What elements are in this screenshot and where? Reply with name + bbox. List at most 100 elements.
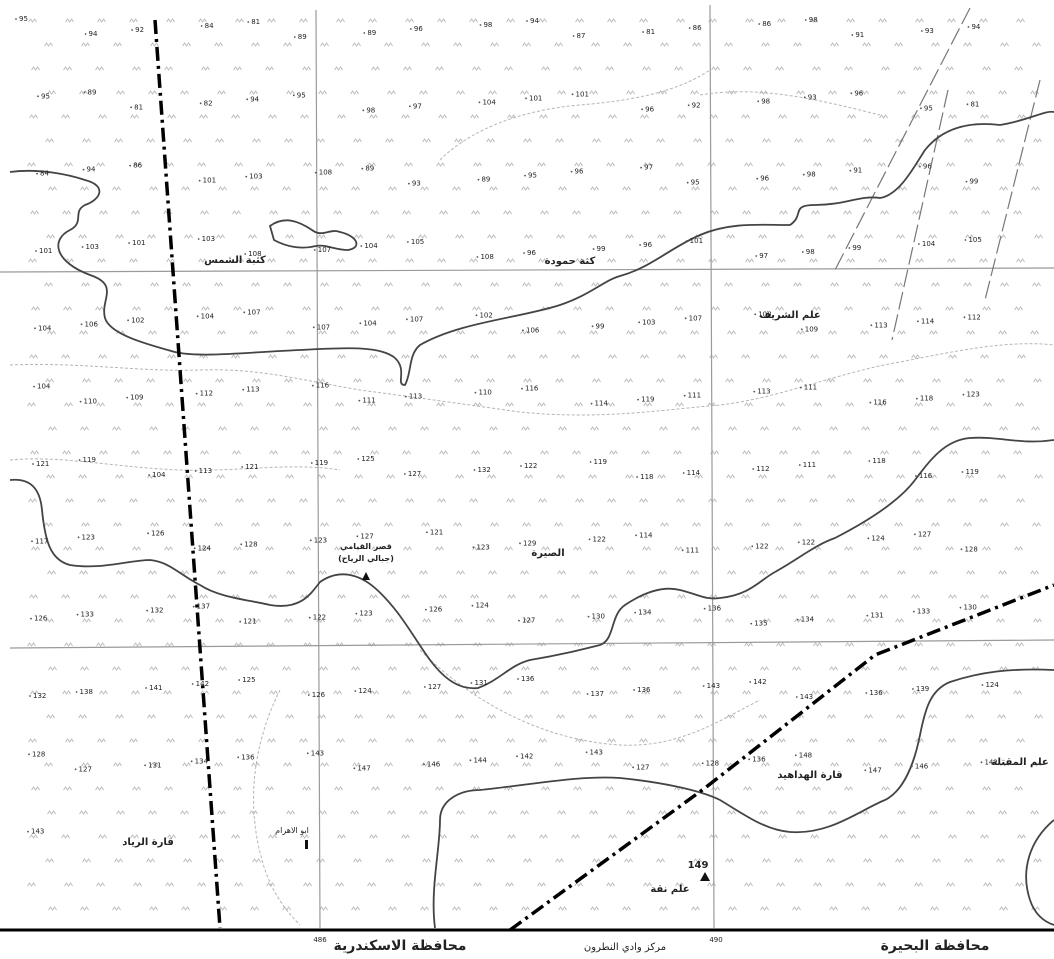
elevation-label: 107 (317, 323, 330, 331)
vegetation-icon (335, 162, 344, 167)
vegetation-icon (164, 546, 173, 551)
vegetation-icon (371, 786, 380, 791)
vegetation-icon (456, 330, 465, 335)
vegetation-icon (133, 882, 142, 887)
vegetation-icon (166, 18, 175, 23)
vegetation-icon (998, 570, 1007, 575)
vegetation-icon (233, 306, 242, 311)
vegetation-icon (233, 66, 242, 71)
vegetation-icon (877, 882, 886, 887)
vegetation-icon (623, 282, 632, 287)
elevation-dot (192, 605, 195, 608)
elevation-dot (358, 399, 361, 402)
elevation-label: 102 (131, 316, 144, 324)
vegetation-icon (624, 618, 633, 623)
elevation-dot (869, 401, 872, 404)
elevation-dot (572, 35, 575, 37)
vegetation-icon (99, 210, 108, 215)
elevation-label: 105 (968, 236, 981, 244)
vegetation-icon (78, 714, 87, 719)
vegetation-icon (761, 762, 770, 767)
elevation-label: 104 (38, 324, 52, 332)
vegetation-icon (915, 258, 924, 263)
vegetation-icon (367, 162, 376, 167)
vegetation-icon (945, 66, 954, 71)
vegetation-icon (860, 570, 869, 575)
tracks (834, 7, 1041, 341)
vegetation-icon (130, 594, 139, 599)
vegetation-icon (575, 18, 584, 23)
vegetation-icon (337, 594, 346, 599)
vegetation-icon (964, 618, 973, 623)
elevation-label: 104 (364, 242, 378, 250)
elevation-dot (363, 32, 366, 34)
vegetation-icon (691, 906, 700, 911)
vegetation-icon (999, 906, 1008, 911)
vegetation-icon (862, 282, 871, 287)
vegetation-icon (691, 666, 700, 671)
elevation-label: 114 (687, 469, 701, 477)
vegetation-icon (777, 18, 786, 23)
vegetation-icon (319, 906, 328, 911)
elevation-label: 110 (478, 389, 491, 397)
vegetation-icon (1033, 618, 1042, 623)
vegetation-icon (488, 570, 497, 575)
vegetation-icon (486, 138, 495, 143)
vegetation-icon (724, 522, 733, 527)
elevation-label: 137 (591, 690, 604, 698)
vegetation-icon (948, 594, 957, 599)
elevation-dot (755, 255, 758, 257)
vegetation-icon (998, 810, 1007, 815)
vegetation-icon (1013, 450, 1022, 455)
vegetation-icon (928, 474, 937, 479)
vegetation-icon (422, 618, 431, 623)
elevation-dot (590, 402, 593, 405)
vegetation-icon (234, 402, 243, 407)
elevation-dot (361, 167, 364, 170)
vegetation-icon (726, 234, 735, 239)
elevation-dot (469, 759, 472, 762)
vegetation-icon (932, 378, 941, 383)
vegetation-icon (214, 762, 223, 767)
elevation-dot (423, 686, 426, 688)
vegetation-icon (1033, 378, 1042, 383)
vegetation-icon (471, 450, 480, 455)
grid-tick-490: 490 (709, 936, 722, 944)
elevation-label: 96 (923, 163, 932, 171)
elevation-label: 94 (250, 95, 259, 103)
vegetation-icon (334, 546, 343, 551)
elevation-dot (28, 753, 30, 756)
elevation-dot (479, 24, 482, 26)
vegetation-icon (660, 522, 669, 527)
vegetation-icon (183, 138, 192, 143)
vegetation-icon (710, 210, 719, 215)
elevation-dot (589, 461, 592, 463)
vegetation-icon (966, 330, 975, 335)
elevation-dot (642, 31, 645, 33)
vegetation-icon (792, 666, 801, 671)
vegetation-icon (811, 210, 820, 215)
vegetation-icon (878, 18, 887, 23)
elevation-label: 96 (854, 89, 863, 97)
vegetation-icon (403, 786, 412, 791)
vegetation-icon (250, 186, 259, 191)
vegetation-icon (877, 402, 886, 407)
elevation-label: 107 (410, 315, 423, 323)
faint-contours (9, 69, 1054, 926)
elevation-dot (474, 391, 477, 394)
vegetation-icon (421, 522, 430, 527)
elevation-label: 118 (920, 395, 933, 403)
vegetation-icon (572, 210, 581, 215)
vegetation-icon (286, 90, 295, 95)
vegetation-icon (809, 738, 818, 743)
vegetation-icon (506, 18, 515, 23)
vegetation-icon (181, 186, 190, 191)
vegetation-icon (114, 138, 123, 143)
vegetation-icon (454, 618, 463, 623)
elevation-dot (35, 250, 37, 252)
vegetation-icon (999, 666, 1008, 671)
elevation-dot (353, 767, 356, 770)
qasr-triangle-icon (362, 572, 370, 580)
vegetation-icon (592, 138, 601, 143)
